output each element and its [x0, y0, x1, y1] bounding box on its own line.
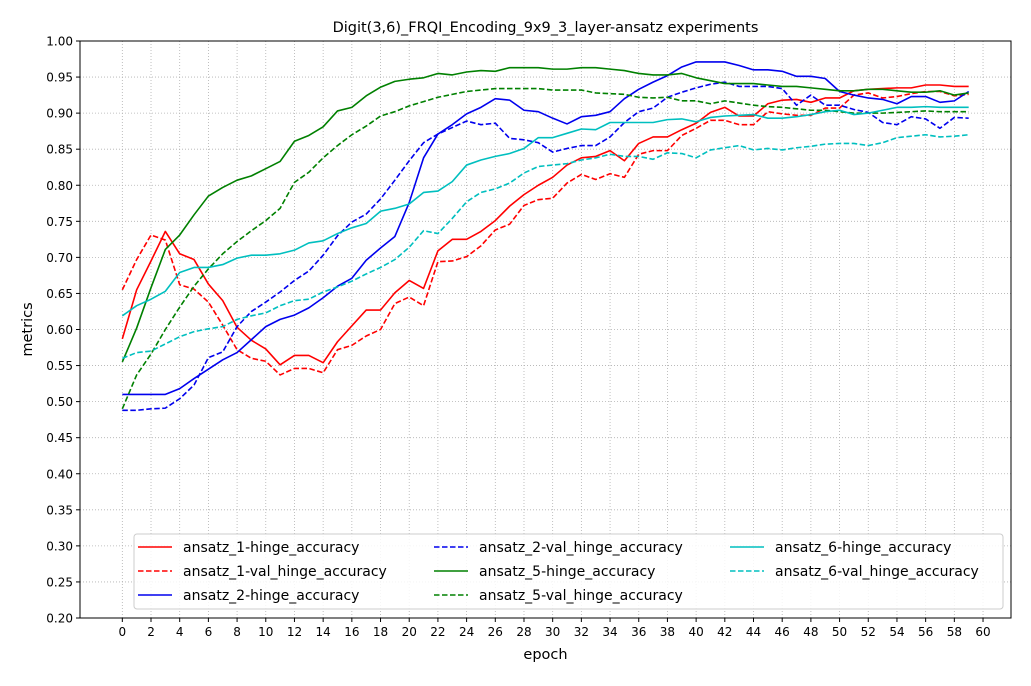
y-tick-label: 0.30 [46, 539, 73, 553]
series-line-ansatz_6-val_hinge_accuracy [122, 133, 969, 360]
legend-label: ansatz_5-val_hinge_accuracy [479, 588, 683, 604]
y-tick-label: 0.65 [46, 287, 73, 301]
x-tick-label: 0 [118, 625, 126, 639]
chart-title: Digit(3,6)_FRQI_Encoding_9x9_3_layer-ans… [333, 20, 759, 36]
x-tick-label: 26 [488, 625, 503, 639]
series-line-ansatz_6-hinge_accuracy [121, 105, 969, 317]
y-tick-label: 0.20 [46, 612, 73, 626]
x-axis-label: epoch [523, 647, 567, 663]
x-tick-label: 44 [746, 625, 761, 639]
series-line-ansatz_2-hinge_accuracy [122, 61, 970, 396]
x-axis-ticks: 0 2 4 6 8 10 12 14 16 18 20 22 24 26 28 30 32 34 36 38 40 42 4… [118, 618, 991, 639]
legend-label: ansatz_6-hinge_accuracy [775, 540, 951, 556]
y-tick-label: 0.50 [46, 395, 73, 409]
y-tick-label: 0.80 [46, 179, 73, 193]
series-line-ansatz_5-hinge_accuracy [121, 66, 969, 363]
y-tick-label: 0.40 [46, 467, 73, 481]
y-tick-label: 0.75 [46, 215, 73, 229]
y-tick-label: 0.60 [46, 323, 73, 337]
x-tick-label: 42 [717, 625, 732, 639]
x-tick-label: 52 [861, 625, 876, 639]
x-tick-label: 28 [516, 625, 531, 639]
x-tick-label: 24 [459, 625, 474, 639]
x-tick-label: 34 [602, 625, 617, 639]
x-tick-label: 32 [574, 625, 589, 639]
series-line-ansatz_5-val_hinge_accuracy [121, 87, 969, 410]
y-tick-label: 0.25 [46, 575, 73, 589]
x-tick-label: 56 [918, 625, 933, 639]
legend-label: ansatz_1-hinge_accuracy [183, 540, 359, 556]
y-axis-label: metrics [20, 302, 36, 356]
x-tick-label: 14 [316, 625, 331, 639]
x-tick-label: 10 [258, 625, 273, 639]
x-tick-label: 40 [688, 625, 703, 639]
legend-label: ansatz_2-val_hinge_accuracy [479, 540, 683, 556]
y-tick-label: 0.35 [46, 503, 73, 517]
x-tick-label: 16 [344, 625, 359, 639]
x-tick-label: 54 [889, 625, 904, 639]
y-tick-label: 0.45 [46, 431, 73, 445]
legend-items: ansatz_1-hinge_accuracy ansatz_1-val_hing… [138, 540, 979, 604]
series-line-ansatz_1-val_hinge_accuracy [121, 90, 969, 376]
x-tick-label: 36 [631, 625, 646, 639]
series-line-ansatz_2-val_hinge_accuracy [122, 81, 969, 412]
x-tick-label: 6 [205, 625, 213, 639]
y-tick-label: 0.70 [46, 251, 73, 265]
y-tick-label: 0.85 [46, 143, 73, 157]
legend: ansatz_1-hinge_accuracy ansatz_1-val_hing… [133, 533, 1004, 610]
x-tick-label: 22 [430, 625, 445, 639]
y-tick-label: 0.55 [46, 359, 73, 373]
x-tick-label: 30 [545, 625, 560, 639]
series-line-ansatz_1-hinge_accuracy [121, 84, 969, 366]
x-tick-label: 4 [176, 625, 184, 639]
y-tick-label: 1.00 [46, 35, 73, 49]
x-tick-label: 20 [402, 625, 417, 639]
y-axis-ticks: 0.20 0.25 0.30 0.35 0.40 0.45 0.50 0.55 0.60 0.65… [46, 35, 80, 626]
legend-label: ansatz_6-val_hinge_accuracy [775, 564, 979, 580]
series-lines [121, 61, 970, 412]
x-tick-label: 50 [832, 625, 847, 639]
x-tick-label: 38 [660, 625, 675, 639]
legend-label: ansatz_1-val_hinge_accuracy [183, 564, 387, 580]
x-tick-label: 58 [947, 625, 962, 639]
x-tick-label: 8 [233, 625, 241, 639]
legend-label: ansatz_5-hinge_accuracy [479, 564, 655, 580]
legend-box [133, 533, 1004, 610]
y-tick-label: 0.90 [46, 107, 73, 121]
x-tick-label: 48 [803, 625, 818, 639]
x-tick-label: 12 [287, 625, 302, 639]
x-tick-label: 46 [775, 625, 790, 639]
y-tick-label: 0.95 [46, 71, 73, 85]
x-tick-label: 18 [373, 625, 388, 639]
legend-label: ansatz_2-hinge_accuracy [183, 588, 359, 604]
x-tick-label: 2 [147, 625, 155, 639]
x-tick-label: 60 [975, 625, 990, 639]
